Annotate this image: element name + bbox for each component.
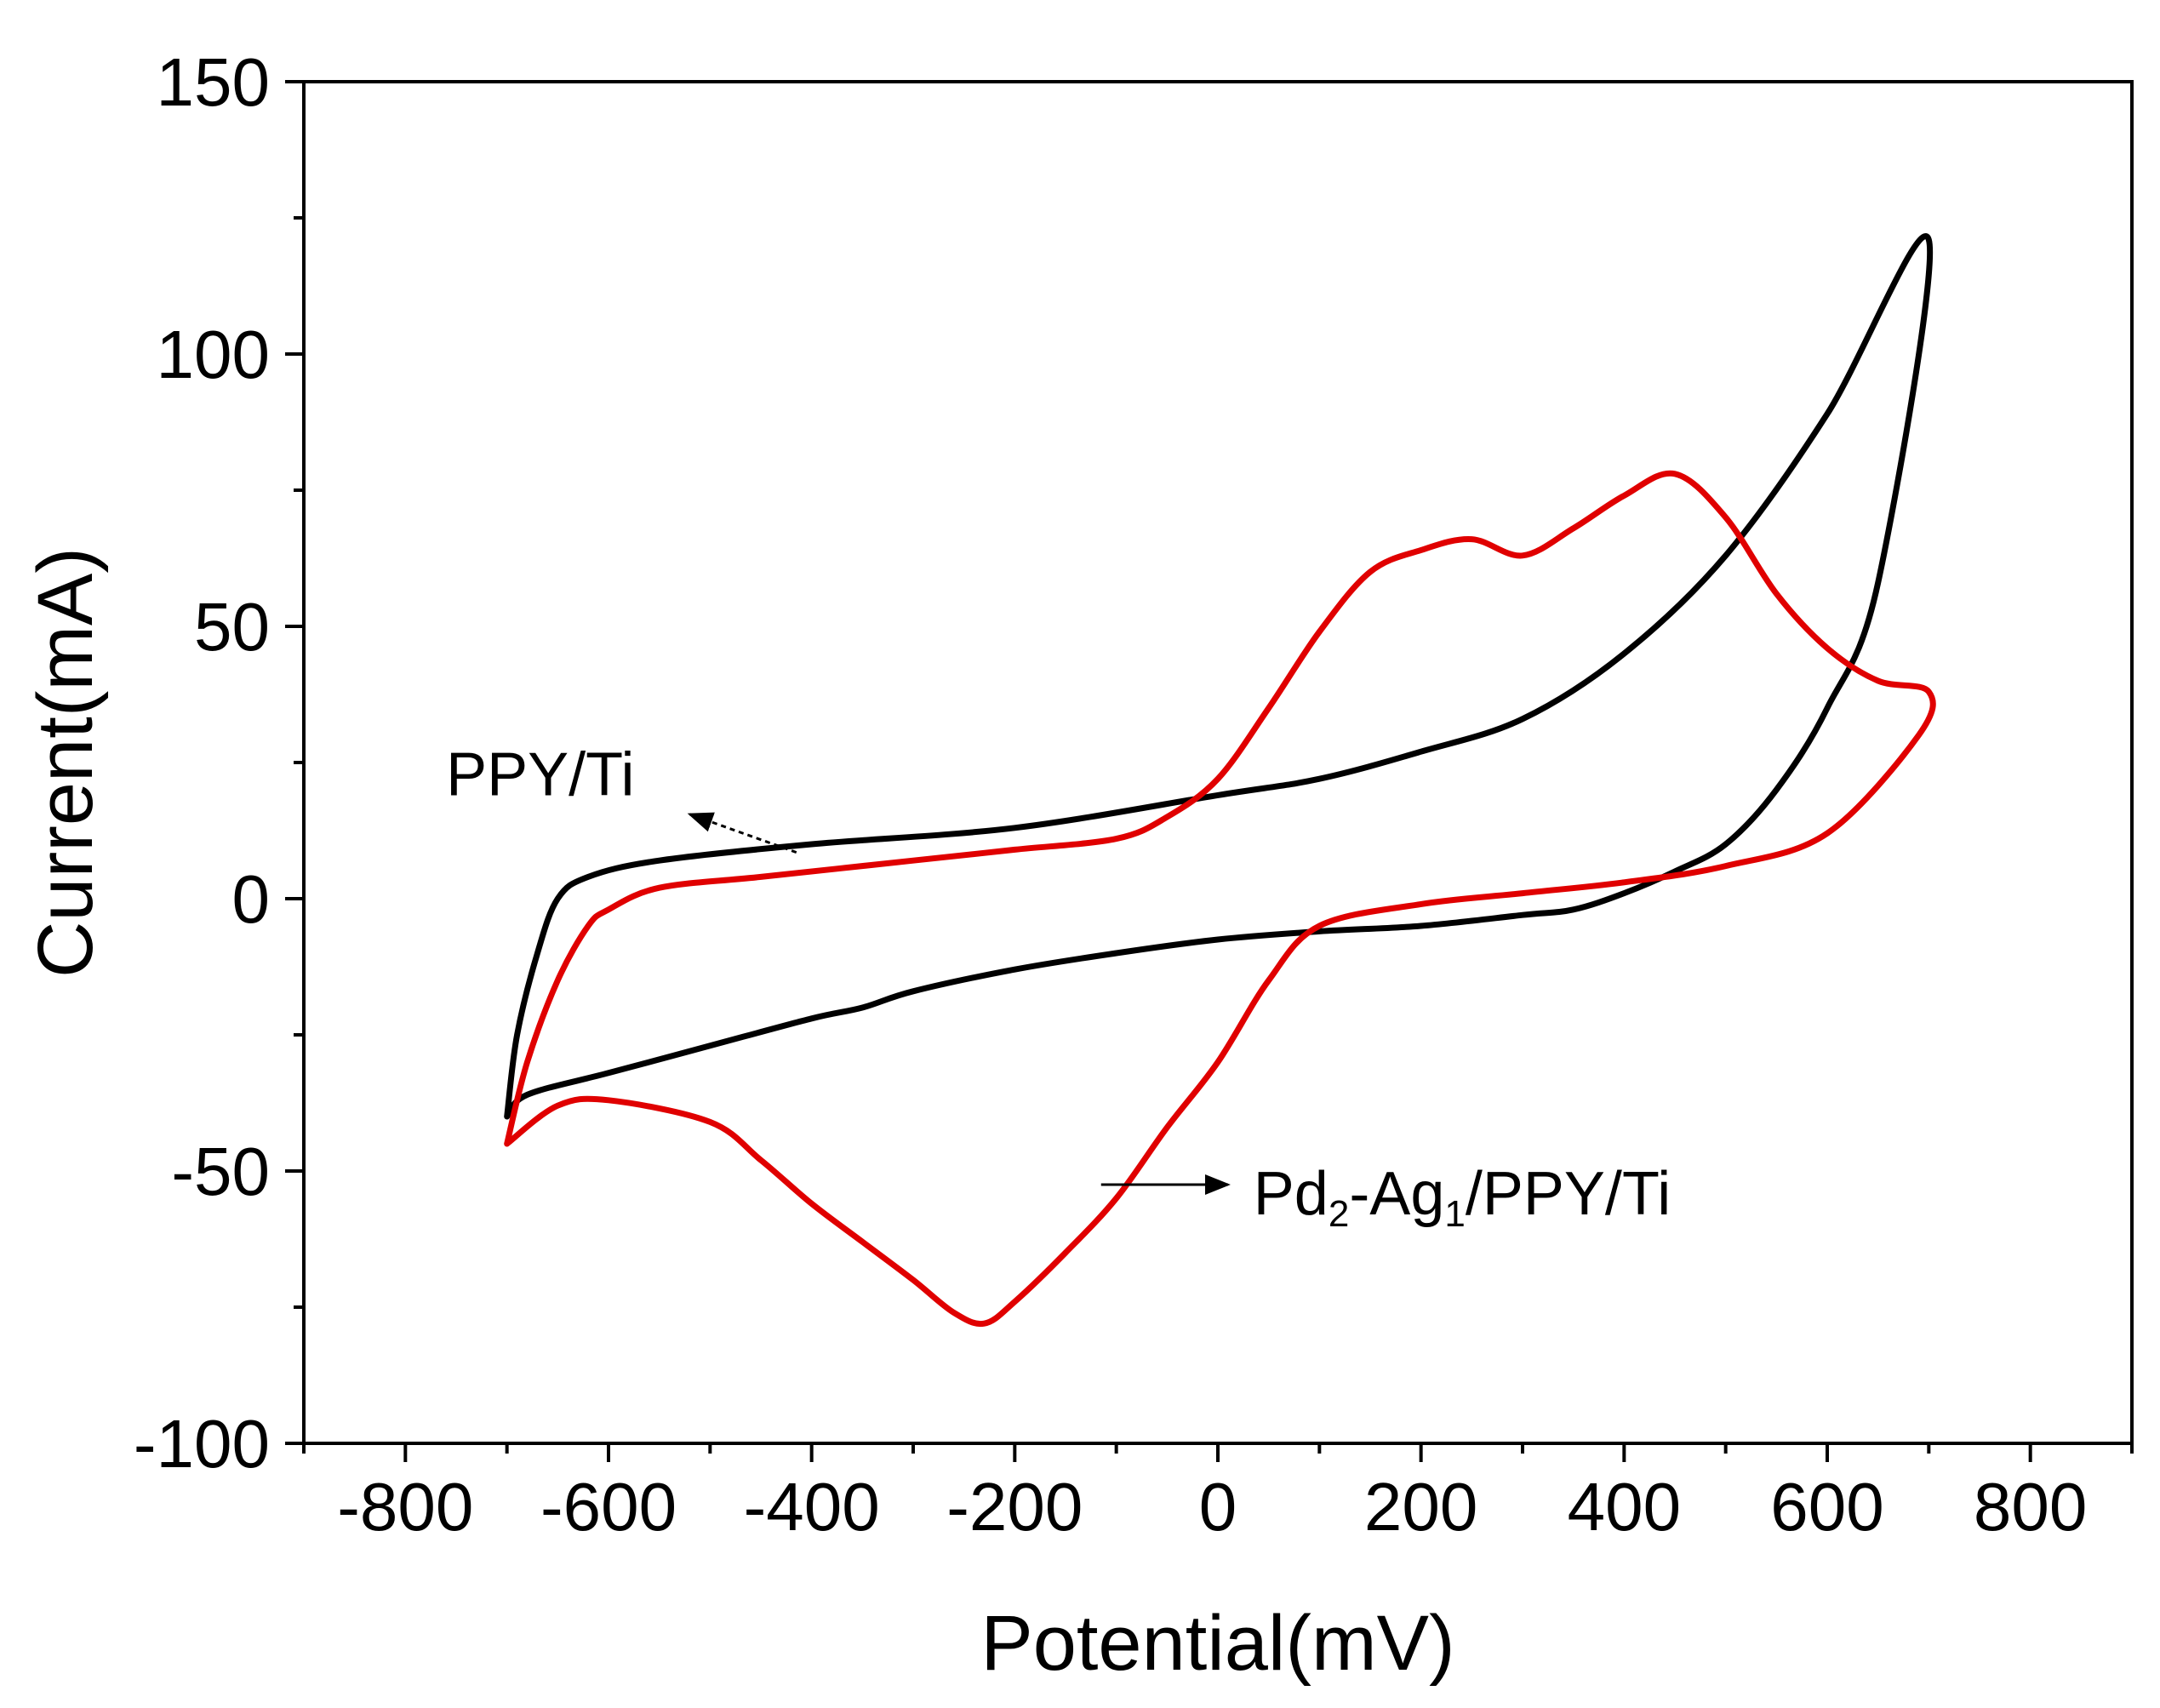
label-pd-sub2: 1 [1444,1193,1465,1235]
label-pd-part2: -Ag [1349,1160,1444,1228]
x-tick-label: -600 [540,1469,677,1545]
x-tick-label: 0 [1199,1469,1237,1545]
annotation-label-ppy-ti: PPY/Ti [446,740,634,808]
y-tick-label: 150 [157,44,270,120]
y-axis-title: Current(mA) [22,547,109,978]
x-tick-label: -400 [744,1469,880,1545]
x-axis-title: Potential(mV) [980,1600,1454,1687]
x-tick-label: 600 [1770,1469,1883,1545]
series-layer [504,233,1936,1328]
y-tick-label: -50 [171,1134,270,1209]
y-tick-label: 50 [194,589,270,665]
x-tick-label: 800 [1974,1469,2087,1545]
x-tick-label: 200 [1364,1469,1477,1545]
plot-frame [302,80,2134,1445]
label-pd-sub1: 2 [1329,1193,1349,1235]
annotation-label-pd-ag-ppy-ti: Pd2-Ag1/PPY/Ti [1254,1160,1671,1235]
x-tick-label: -800 [337,1469,473,1545]
y-tick-label: 100 [157,317,270,392]
tick-labels: -800 -600 -400 -200 0 200 400 600 800 -100 -50 0 50 1… [134,44,2088,1545]
x-tick-label: 400 [1568,1469,1681,1545]
label-pd-part3: /PPY/Ti [1466,1160,1671,1228]
y-tick-label: -100 [134,1406,270,1482]
series-line-pd-ag-ppy-ti [504,470,1936,1328]
annotation-arrow-ppy-ti [687,812,797,854]
series-line-ppy-ti [504,233,1934,1120]
label-pd-part1: Pd [1254,1160,1329,1228]
y-tick-label: 0 [232,861,271,937]
x-tick-label: -200 [946,1469,1083,1545]
